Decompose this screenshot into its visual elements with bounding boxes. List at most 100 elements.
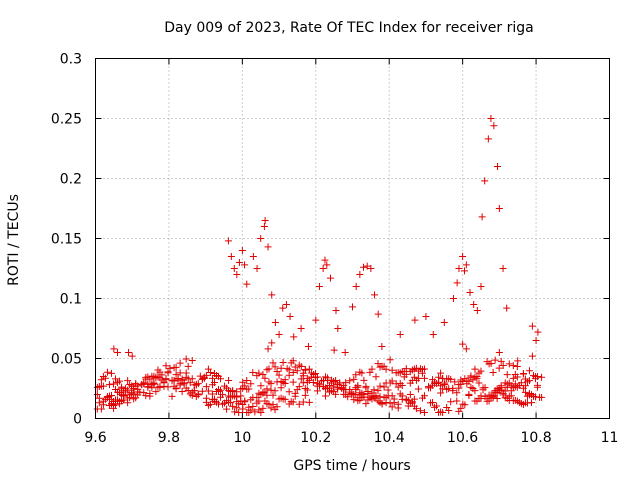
- data-point: [505, 360, 513, 368]
- y-axis-label: ROTI / TECUs: [6, 194, 22, 286]
- data-point: [439, 409, 447, 416]
- data-point: [235, 259, 243, 266]
- x-tick-label: 10.4: [374, 430, 405, 446]
- data-point: [95, 394, 103, 402]
- data-point: [362, 384, 370, 392]
- data-point: [223, 405, 231, 413]
- data-point: [360, 391, 368, 399]
- data-point: [494, 163, 502, 170]
- data-point: [406, 391, 414, 399]
- data-point: [477, 392, 485, 400]
- data-point: [378, 399, 386, 407]
- data-point: [224, 237, 232, 245]
- data-point: [350, 375, 358, 383]
- data-point: [396, 331, 404, 338]
- data-point: [521, 382, 529, 390]
- x-axis-label: GPS time / hours: [293, 458, 410, 474]
- data-point: [168, 392, 176, 400]
- data-point: [301, 366, 309, 374]
- data-point: [354, 382, 362, 390]
- data-point: [441, 379, 449, 387]
- data-point: [497, 382, 505, 390]
- data-point: [495, 205, 503, 212]
- data-point: [445, 407, 453, 415]
- data-point: [499, 265, 507, 272]
- data-points: [93, 115, 546, 416]
- data-point: [275, 331, 283, 338]
- data-point: [202, 371, 210, 379]
- data-point: [253, 265, 261, 272]
- data-point: [534, 328, 542, 336]
- data-point: [411, 316, 419, 324]
- data-point: [374, 387, 382, 395]
- data-point: [166, 364, 174, 372]
- grid-lines: [95, 58, 610, 419]
- data-point: [388, 366, 396, 374]
- data-point: [513, 373, 521, 381]
- data-point: [293, 367, 301, 375]
- data-point: [219, 391, 227, 399]
- data-point: [342, 379, 350, 387]
- data-point: [538, 373, 546, 381]
- data-point: [291, 389, 299, 397]
- data-point: [360, 376, 368, 384]
- data-point: [326, 274, 334, 282]
- data-point: [305, 398, 313, 406]
- data-point: [457, 404, 465, 412]
- data-point: [264, 345, 272, 353]
- data-point: [420, 392, 428, 400]
- data-point: [388, 377, 396, 385]
- data-point: [282, 301, 290, 308]
- data-point: [289, 378, 297, 386]
- data-point: [491, 356, 499, 364]
- data-point: [275, 371, 283, 379]
- data-point: [528, 322, 536, 330]
- data-point: [455, 265, 463, 272]
- data-point: [233, 271, 241, 278]
- data-point: [465, 391, 473, 399]
- data-point: [134, 382, 142, 390]
- y-tick-label: 0: [73, 412, 82, 428]
- y-tick-labels: 0 0.05 0.1 0.15 0.2 0.25 0.3: [51, 52, 82, 428]
- data-point: [271, 363, 279, 371]
- data-point: [277, 364, 285, 372]
- data-point: [315, 283, 323, 290]
- data-point: [99, 401, 107, 409]
- data-point: [259, 404, 267, 412]
- data-point: [420, 374, 428, 382]
- data-point: [449, 295, 457, 302]
- data-point: [206, 368, 214, 376]
- data-point: [206, 400, 214, 408]
- data-point: [208, 374, 216, 382]
- data-point: [249, 253, 257, 260]
- data-point: [420, 409, 428, 416]
- data-point: [525, 377, 533, 385]
- data-point: [277, 384, 285, 392]
- data-point: [271, 319, 279, 326]
- data-point: [105, 395, 113, 403]
- data-point: [336, 379, 344, 387]
- data-point: [289, 357, 297, 365]
- data-point: [322, 392, 330, 400]
- data-point: [519, 370, 527, 378]
- data-point: [299, 398, 307, 406]
- data-point: [116, 377, 124, 385]
- data-point: [233, 388, 241, 396]
- data-point: [514, 357, 522, 365]
- data-point: [475, 379, 483, 387]
- data-point: [394, 404, 402, 412]
- data-point: [356, 271, 364, 278]
- data-point: [471, 365, 479, 373]
- data-point: [176, 369, 184, 377]
- data-point: [534, 381, 542, 389]
- data-point: [182, 355, 190, 363]
- data-point: [461, 401, 469, 409]
- data-point: [462, 345, 470, 353]
- data-point: [341, 349, 349, 356]
- data-point: [374, 310, 382, 318]
- chart-title: Day 009 of 2023, Rate Of TEC Index for r…: [164, 20, 533, 36]
- data-point: [271, 387, 279, 395]
- data-point: [453, 279, 461, 287]
- data-point: [297, 325, 305, 332]
